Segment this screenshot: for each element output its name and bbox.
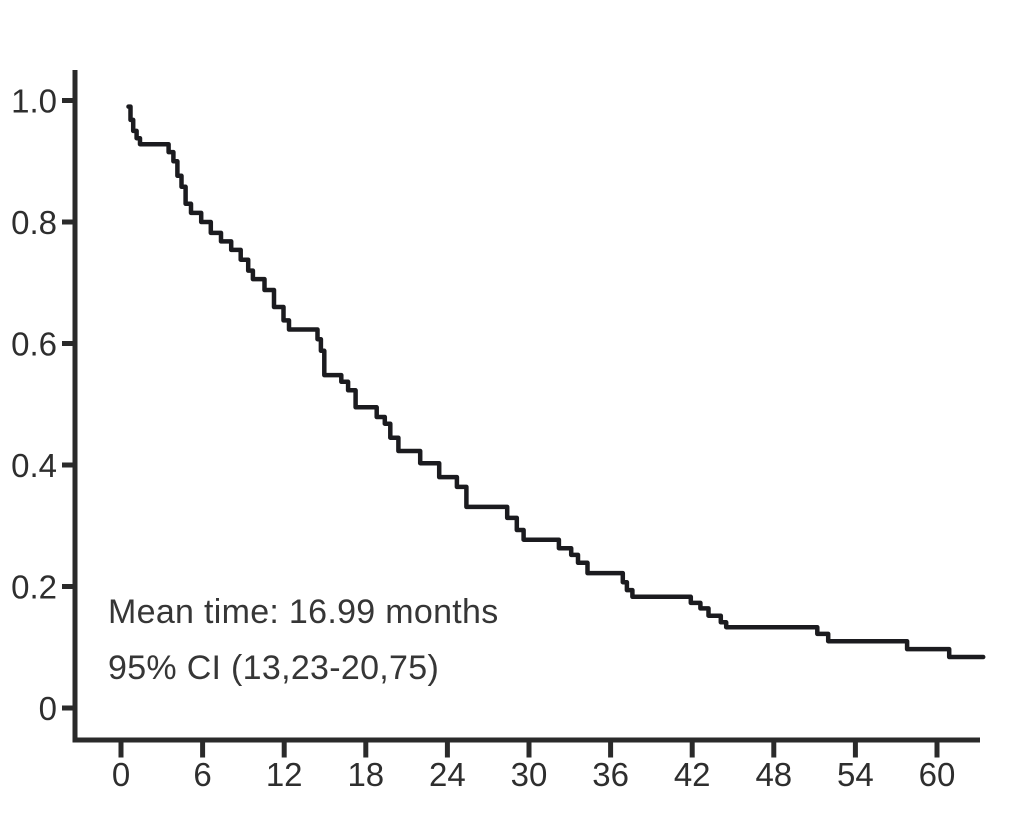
y-tick-label: 0.4 xyxy=(11,447,57,484)
x-tick-label: 60 xyxy=(919,756,956,793)
x-tick-label: 12 xyxy=(266,756,303,793)
x-tick-label: 36 xyxy=(592,756,629,793)
survival-curve xyxy=(126,104,986,660)
annotation: Mean time: 16.99 months 95% CI (13,23-20… xyxy=(108,584,499,696)
x-tick-label: 48 xyxy=(755,756,792,793)
x-tick-label: 54 xyxy=(837,756,874,793)
x-tick-label: 42 xyxy=(674,756,711,793)
x-tick-label: 6 xyxy=(193,756,211,793)
x-tick-label: 0 xyxy=(112,756,130,793)
y-tick-label: 0.6 xyxy=(11,326,57,363)
x-tick-label: 30 xyxy=(511,756,548,793)
x-tick-label: 24 xyxy=(429,756,466,793)
y-tick-label: 0.2 xyxy=(11,569,57,606)
annotation-mean-time: Mean time: 16.99 months xyxy=(108,593,499,631)
annotation-confidence-interval: 95% CI (13,23-20,75) xyxy=(108,649,440,687)
y-tick-label: 0 xyxy=(39,690,57,727)
x-tick-label: 18 xyxy=(347,756,384,793)
y-tick-label: 0.8 xyxy=(11,204,57,241)
y-tick-label: 1.0 xyxy=(11,83,57,120)
